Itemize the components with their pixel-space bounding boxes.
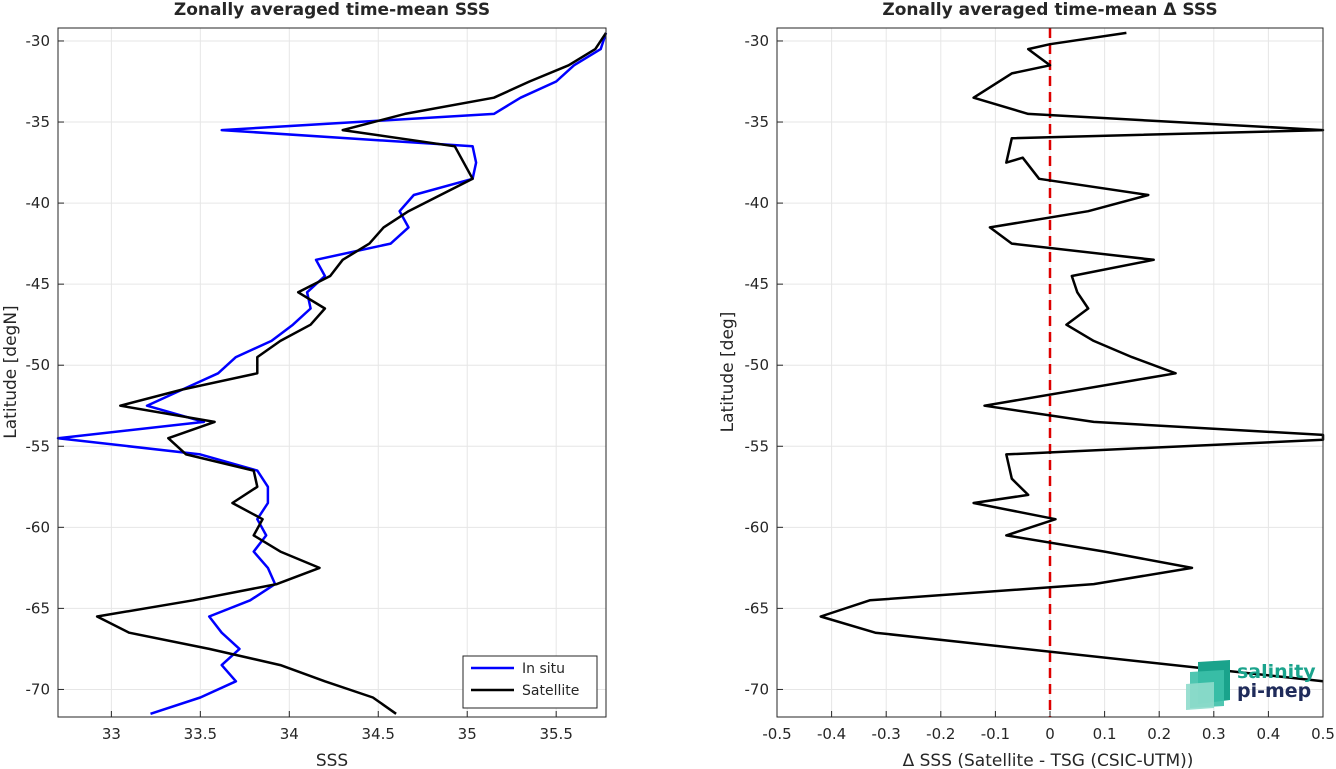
logo-icon xyxy=(1186,660,1230,710)
left-y-tick-label: -70 xyxy=(26,680,51,698)
right-x-tick-label: -0.1 xyxy=(981,725,1010,743)
left-plot-area xyxy=(58,28,606,717)
left-y-tick-label: -35 xyxy=(26,113,51,131)
left-x-axis-label: SSS xyxy=(316,751,348,769)
left-y-tick-label: -45 xyxy=(26,275,51,293)
logo-text-pi-mep: pi-mep xyxy=(1237,680,1311,702)
right-series-line-delta-sss xyxy=(819,31,1325,683)
left-chart-title: Zonally averaged time-mean SSS xyxy=(174,0,490,20)
right-x-tick-label: 0 xyxy=(1045,725,1055,743)
left-x-tick-label: 33 xyxy=(102,725,121,743)
left-legend: In situ Satellite xyxy=(462,655,598,709)
right-y-tick-label: -30 xyxy=(745,32,770,50)
left-series-line-in-situ xyxy=(56,32,608,715)
left-y-tick-labels: -70 -65 -60 -55 -50 -45 -40 -35 -30 xyxy=(26,32,51,698)
right-y-tick-label: -40 xyxy=(745,194,770,212)
right-x-tick-labels: -0.5 -0.4 -0.3 -0.2 -0.1 0 0.1 0.2 0.3 0.4 0.5 xyxy=(762,725,1335,743)
right-x-tick-label: -0.5 xyxy=(762,725,791,743)
right-x-tick-label: -0.4 xyxy=(817,725,846,743)
right-x-tick-label: 0.4 xyxy=(1256,725,1280,743)
left-y-tick-label: -65 xyxy=(26,599,51,617)
right-chart-title: Zonally averaged time-mean Δ SSS xyxy=(882,0,1217,20)
right-y-tick-label: -60 xyxy=(745,518,770,536)
right-x-tick-label: -0.3 xyxy=(872,725,901,743)
left-x-tick-label: 34.5 xyxy=(362,725,395,743)
legend-label-satellite: Satellite xyxy=(522,683,579,699)
right-y-tick-labels: -70 -65 -60 -55 -50 -45 -40 -35 -30 xyxy=(745,32,770,698)
left-y-tick-label: -55 xyxy=(26,437,51,455)
right-x-tick-label: 0.5 xyxy=(1311,725,1335,743)
left-y-tick-label: -60 xyxy=(26,518,51,536)
right-y-tick-label: -55 xyxy=(745,437,770,455)
right-x-tick-label: 0.1 xyxy=(1093,725,1117,743)
right-y-tick-label: -50 xyxy=(745,356,770,374)
right-x-tick-label: -0.2 xyxy=(926,725,955,743)
right-y-tick-label: -35 xyxy=(745,113,770,131)
right-chart-panel: -0.5 -0.4 -0.3 -0.2 -0.1 0 0.1 0.2 0.3 0.4 0.5 -70… xyxy=(718,0,1335,769)
left-x-tick-labels: 33 33.5 34 34.5 35 35.5 xyxy=(102,725,573,743)
legend-label-in-situ: In situ xyxy=(522,661,565,677)
left-y-axis-label: Latitude [degN] xyxy=(1,305,21,438)
right-x-tick-label: 0.2 xyxy=(1147,725,1171,743)
left-y-tick-label: -50 xyxy=(26,356,51,374)
left-y-tick-label: -40 xyxy=(26,194,51,212)
right-y-tick-label: -45 xyxy=(745,275,770,293)
right-x-axis-label: Δ SSS (Satellite - TSG (CSIC-UTM)) xyxy=(903,751,1194,769)
legend-box xyxy=(462,655,598,709)
salinity-pi-mep-logo: salinity pi-mep xyxy=(1186,660,1316,710)
right-x-tick-label: 0.3 xyxy=(1202,725,1226,743)
right-y-tick-label: -70 xyxy=(745,680,770,698)
left-series-line-satellite xyxy=(95,32,608,715)
right-y-axis-label: Latitude [deg] xyxy=(718,312,738,433)
right-plot-frame xyxy=(776,27,1324,718)
left-x-tick-label: 33.5 xyxy=(184,725,217,743)
left-x-tick-label: 35 xyxy=(458,725,477,743)
left-x-tick-label: 35.5 xyxy=(539,725,572,743)
left-chart-panel: 33 33.5 34 34.5 35 35.5 -70 -65 -60 -55 -50 -45 -40… xyxy=(1,0,608,769)
right-y-tick-label: -65 xyxy=(745,599,770,617)
left-plot-frame xyxy=(57,27,607,718)
logo-text-salinity: salinity xyxy=(1237,661,1316,683)
left-x-tick-label: 34 xyxy=(280,725,299,743)
left-y-tick-label: -30 xyxy=(26,32,51,50)
left-series-group xyxy=(56,32,608,715)
right-series-group xyxy=(819,31,1325,683)
